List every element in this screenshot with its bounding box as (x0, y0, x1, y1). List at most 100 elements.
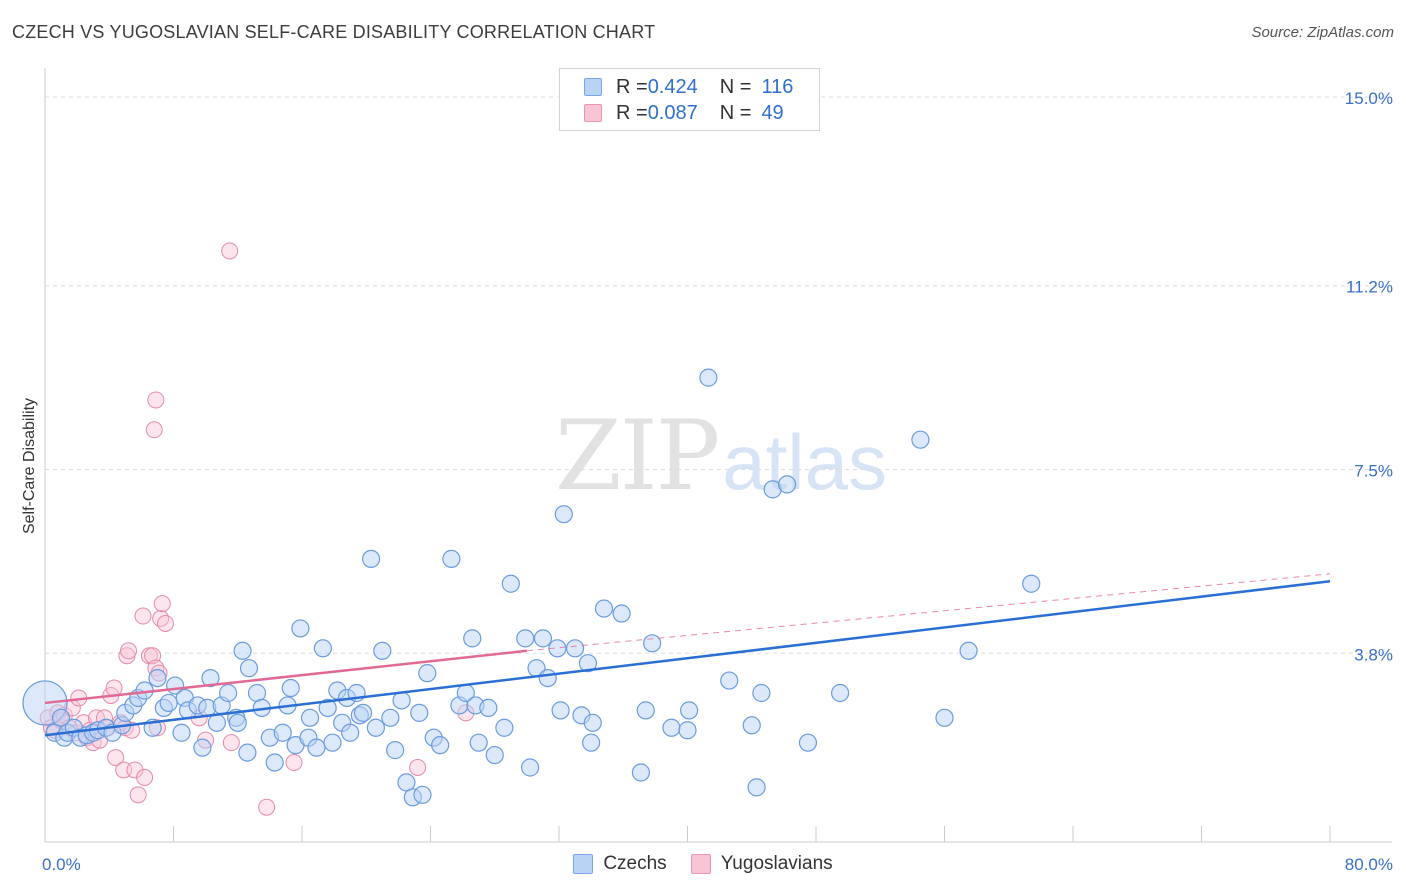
czech-point (418, 664, 437, 683)
stats-legend: R = 0.424 N = 116 R = 0.087 N = 49 (559, 68, 820, 131)
yugoslavian-point (285, 754, 303, 772)
czech-point (594, 599, 614, 618)
yugoslavian-point (129, 786, 147, 804)
yugoslavian-point (152, 610, 170, 627)
czech-point (551, 701, 570, 720)
x-tick-label-min: 0.0% (42, 855, 81, 874)
czech-point (582, 733, 601, 752)
czech-point (643, 634, 662, 653)
czech-point (307, 738, 326, 757)
czechs-legend-label: Czechs (603, 853, 667, 874)
czech-point (565, 639, 585, 658)
czech-point (678, 721, 697, 740)
czech-r-label: R = (616, 75, 648, 98)
czech-point (281, 678, 300, 698)
czech-point (442, 549, 461, 569)
czech-point (469, 733, 488, 752)
yugoslavian-point (147, 391, 165, 409)
czech-point (386, 741, 405, 760)
series-legend: Czechs Yugoslavians (0, 852, 1406, 876)
czech-point (520, 758, 540, 777)
czech-point (413, 785, 432, 804)
yugo-swatch (584, 104, 602, 122)
y-tick-label: 7.5% (1354, 462, 1393, 481)
yugo-n-label: N = (719, 101, 752, 124)
czech-point (323, 733, 342, 752)
czech-point (341, 723, 360, 742)
czech-r-value: 0.424 (647, 75, 698, 98)
czech-point (479, 698, 498, 718)
czech-point (959, 641, 978, 660)
yugoslavians-legend-label: Yugoslavians (720, 853, 833, 874)
czech-point (533, 629, 553, 648)
czech-point (353, 703, 373, 722)
czech-point (431, 736, 450, 755)
czech-point (777, 475, 797, 494)
czech-point (219, 683, 238, 703)
czech-point (662, 718, 681, 737)
czech-point (1022, 574, 1041, 593)
czech-point (578, 654, 598, 673)
czech-point (193, 738, 212, 757)
czech-point (207, 713, 226, 732)
czech-point (373, 641, 392, 660)
czech-point (463, 629, 482, 648)
czech-point (935, 708, 954, 727)
yugoslavian-trend-line (44, 649, 528, 705)
czech-point (273, 723, 292, 742)
x-tick-label-max: 80.0% (1345, 855, 1393, 874)
legend-row-czechs: R = 0.424 N = 116 (584, 75, 793, 99)
czech-trend-line (44, 580, 1331, 737)
czech-point (201, 668, 220, 688)
yugoslavians-legend-swatch (690, 854, 711, 874)
czech-point (538, 668, 557, 688)
czech-point (291, 619, 310, 638)
czech-point (238, 743, 257, 762)
czech-point (798, 733, 818, 752)
source-label: Source: ZipAtlas.com (1251, 24, 1394, 41)
czech-point (680, 701, 699, 720)
yugo-r-value: 0.087 (647, 101, 698, 124)
yugoslavian-point (136, 768, 154, 786)
czech-point (612, 604, 631, 623)
czech-point (148, 668, 167, 688)
yugoslavian-point (145, 421, 163, 439)
yugoslavian-point (258, 798, 276, 816)
czech-point (583, 713, 602, 732)
yugoslavian-point (156, 614, 174, 632)
czech-point (313, 639, 332, 658)
czech-point (752, 683, 771, 703)
czech-point (699, 368, 718, 387)
yugoslavian-point (107, 749, 125, 767)
czech-point (239, 659, 259, 678)
czech-point (228, 713, 247, 732)
czech-point (742, 716, 761, 735)
czech-point (516, 629, 535, 648)
czech-point (720, 671, 739, 690)
czech-point (501, 574, 520, 593)
legend-item-yugoslavians[interactable]: Yugoslavians (690, 853, 833, 875)
yugoslavian-point (222, 734, 240, 752)
czech-point (233, 641, 252, 660)
czech-n-value: 116 (761, 75, 794, 98)
y-tick-label: 11.2% (1346, 278, 1393, 297)
czech-point (172, 723, 191, 742)
czech-n-label: N = (719, 75, 752, 98)
czech-point (410, 703, 429, 722)
czech-point (554, 505, 573, 524)
legend-item-czechs[interactable]: Czechs (573, 853, 667, 875)
yugoslavian-point (153, 595, 171, 613)
czech-point (265, 753, 284, 772)
czech-point (300, 708, 320, 727)
chart-title: CZECH VS YUGOSLAVIAN SELF-CARE DISABILIT… (12, 22, 656, 42)
yugoslavian-trend-extension (526, 573, 1331, 652)
czech-point (318, 698, 337, 718)
legend-row-yugoslavians: R = 0.087 N = 49 (584, 101, 784, 125)
y-tick-label: 15.0% (1345, 89, 1393, 108)
czech-point (361, 549, 381, 569)
czech-point (495, 718, 514, 737)
czech-point (631, 763, 651, 782)
czech-point (159, 693, 178, 713)
yugoslavian-point (134, 607, 152, 625)
czech-point (830, 683, 850, 703)
